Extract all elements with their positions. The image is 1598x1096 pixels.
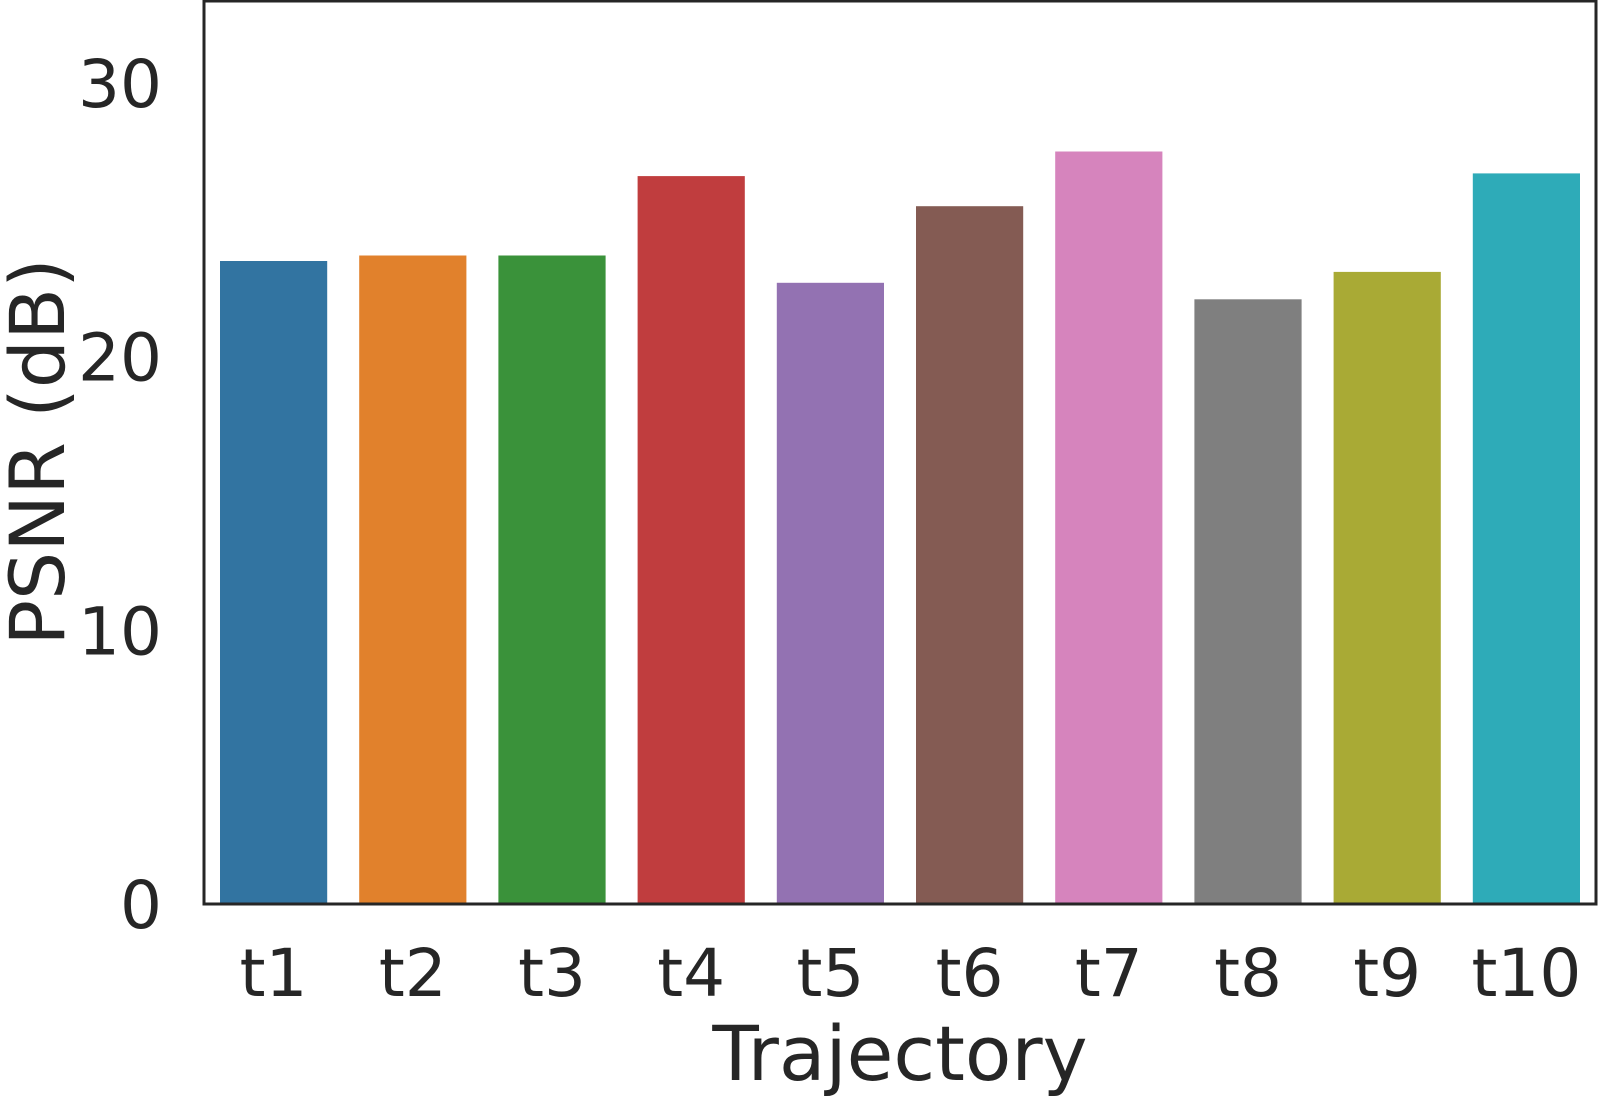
bar-t10 — [1472, 173, 1580, 904]
bar-t9 — [1333, 271, 1441, 904]
bar-t5 — [776, 282, 884, 904]
x-tick-label-t10: t10 — [1471, 935, 1581, 1012]
bars-group — [220, 151, 1580, 905]
x-tick-label-t3: t3 — [518, 935, 586, 1012]
bar-t7 — [1055, 151, 1163, 904]
x-tick-label-t6: t6 — [936, 935, 1004, 1012]
y-tick-label-20: 20 — [78, 320, 162, 397]
x-tick-label-t8: t8 — [1214, 935, 1282, 1012]
y-axis-ticks: 0 10 20 30 — [78, 46, 162, 944]
plot-area-frame — [202, 0, 1598, 906]
x-tick-label-t2: t2 — [379, 935, 447, 1012]
y-tick-label-0: 0 — [120, 867, 162, 944]
x-tick-label-t7: t7 — [1075, 935, 1143, 1012]
x-axis-ticks: t1 t2 t3 t4 t5 t6 t7 t8 t9 t10 — [240, 935, 1582, 1012]
x-tick-label-t5: t5 — [796, 935, 864, 1012]
bar-t4 — [637, 176, 745, 905]
x-tick-label-t4: t4 — [657, 935, 725, 1012]
y-axis-label: PSNR (dB) — [0, 258, 82, 646]
x-axis-label: Trajectory — [711, 1009, 1087, 1096]
x-tick-label-t1: t1 — [240, 935, 308, 1012]
bar-t3 — [498, 255, 606, 904]
y-tick-label-10: 10 — [78, 593, 162, 670]
y-tick-label-30: 30 — [78, 46, 162, 123]
bar-t6 — [916, 206, 1024, 904]
x-tick-label-t9: t9 — [1353, 935, 1421, 1012]
bar-t1 — [220, 261, 328, 904]
bar-t2 — [359, 255, 467, 904]
bar-t8 — [1194, 299, 1302, 904]
